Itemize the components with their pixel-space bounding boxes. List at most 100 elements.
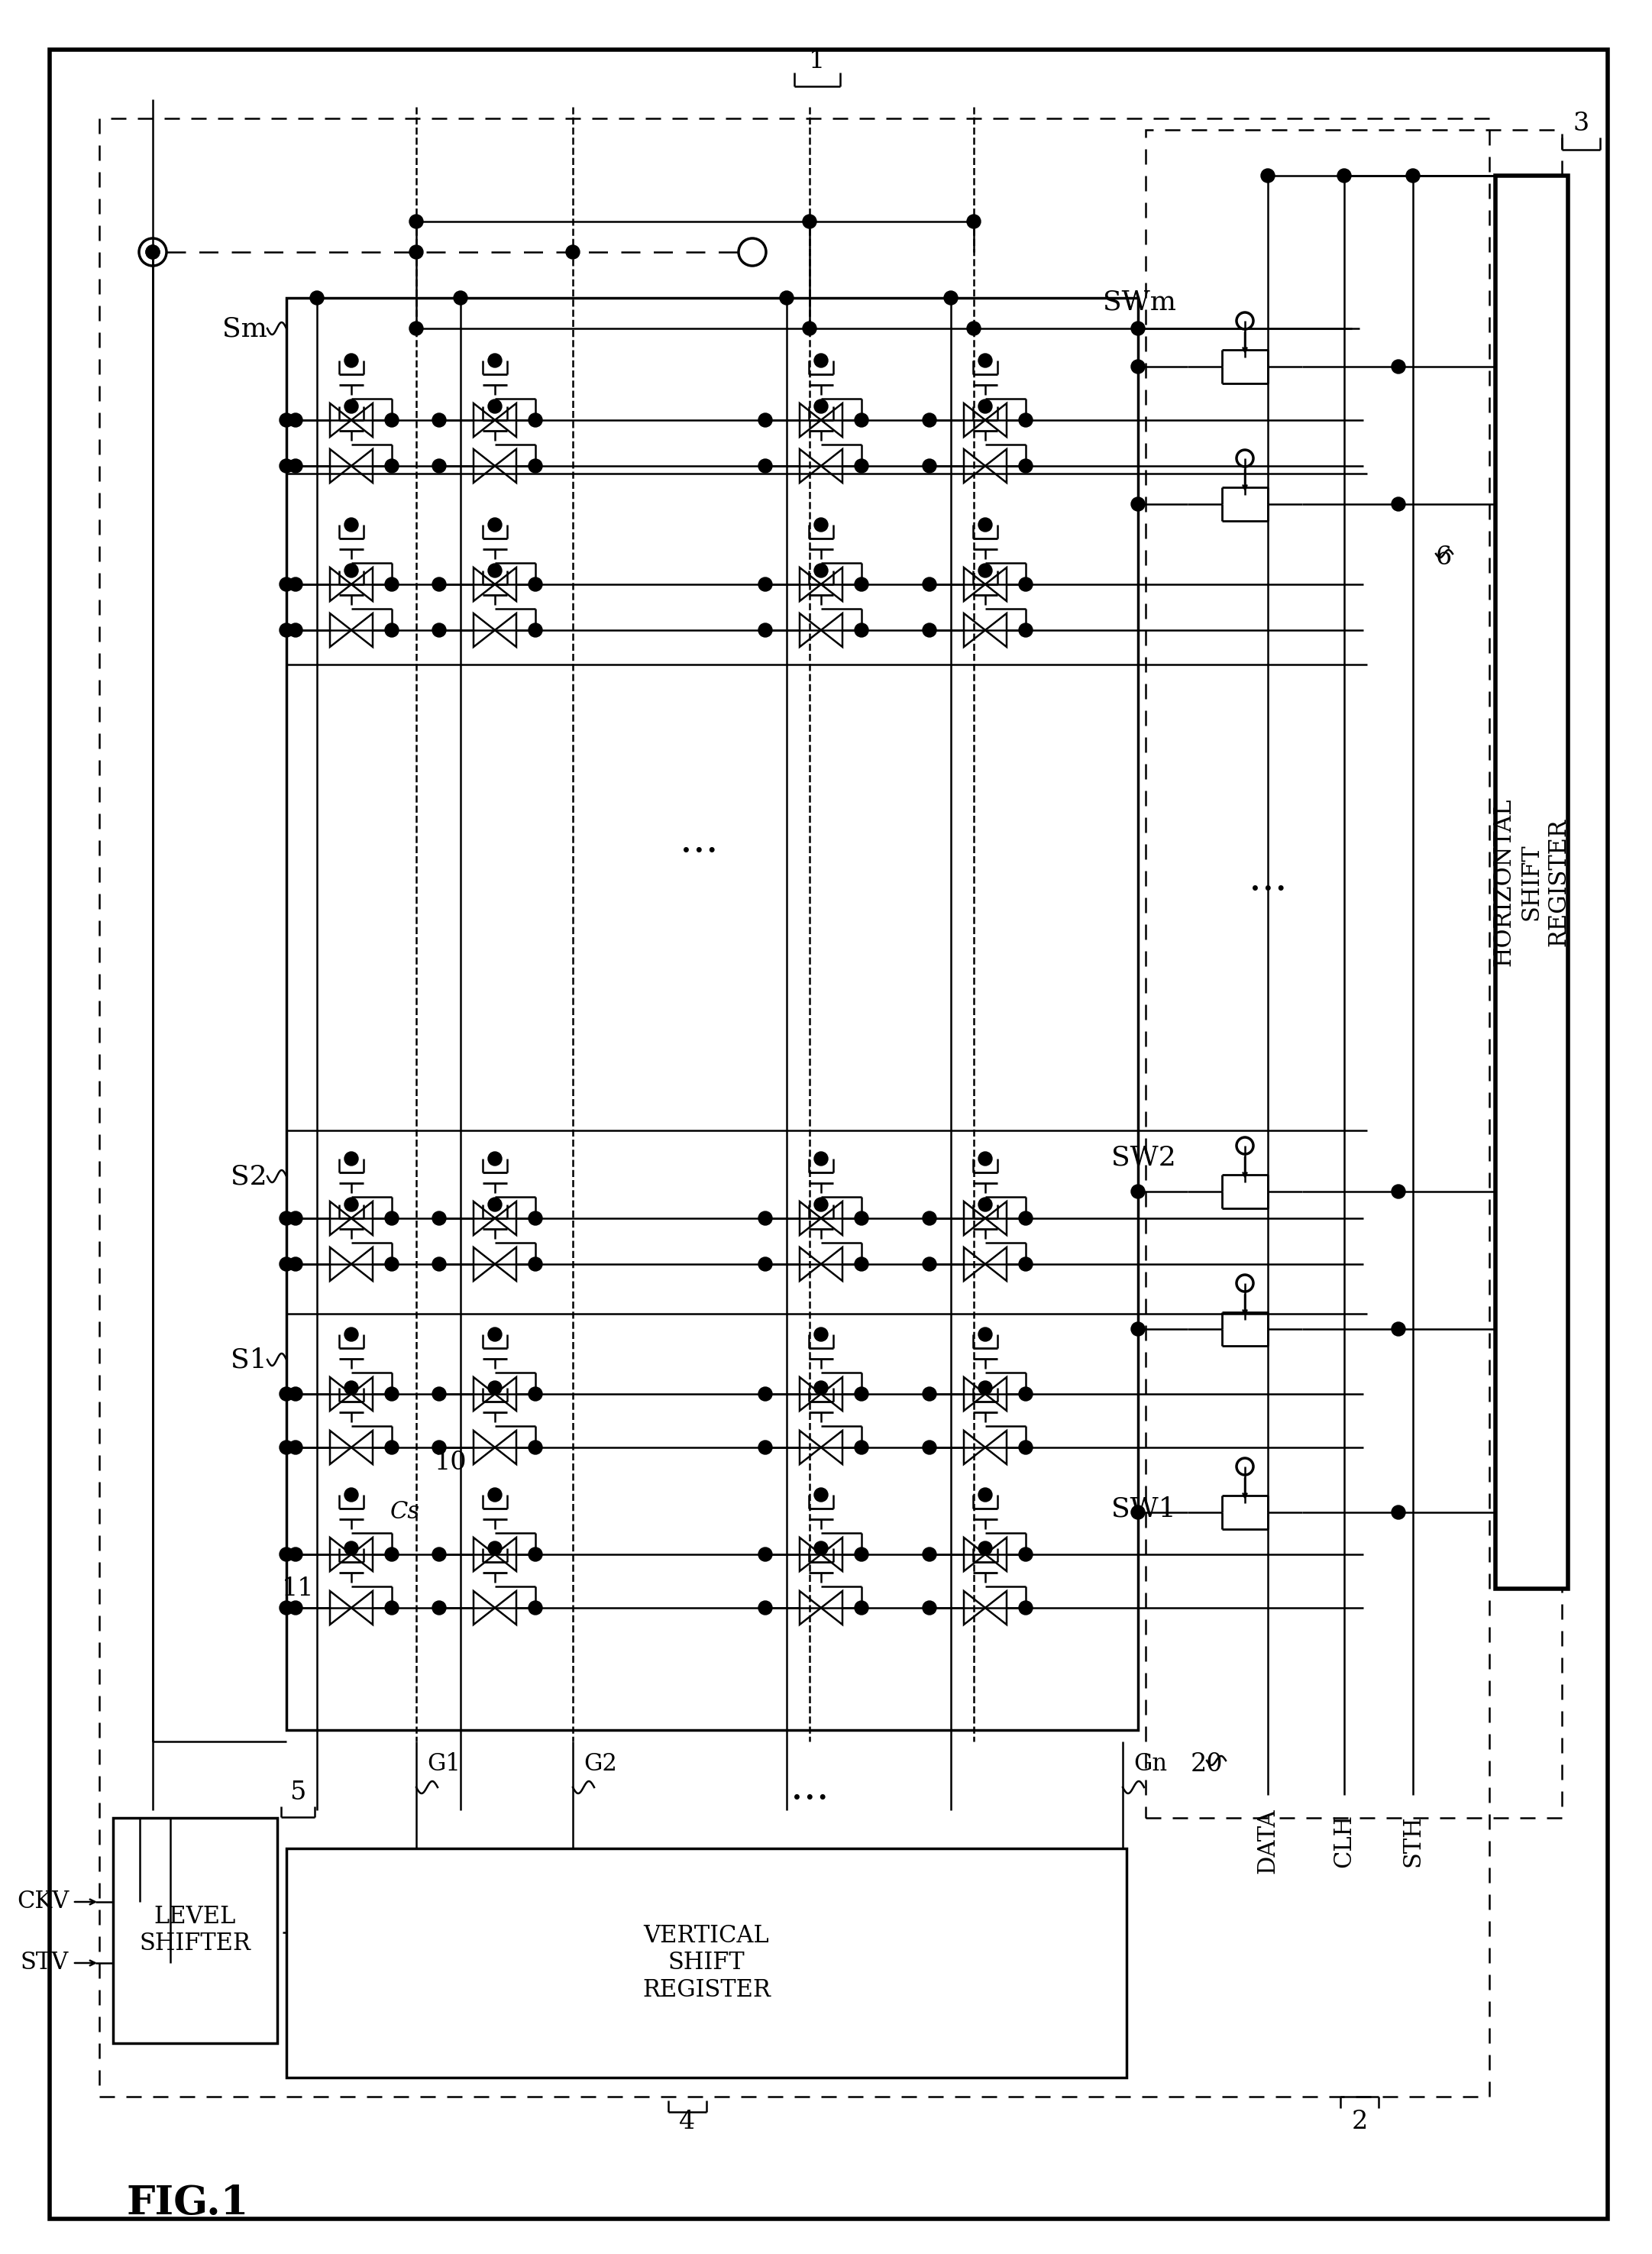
Bar xyxy=(286,1848,1127,2078)
Circle shape xyxy=(854,412,869,426)
Circle shape xyxy=(814,1488,828,1501)
Circle shape xyxy=(1019,1210,1032,1226)
Circle shape xyxy=(1019,460,1032,473)
Circle shape xyxy=(966,214,981,228)
Text: SW1: SW1 xyxy=(1112,1497,1176,1521)
Circle shape xyxy=(978,1382,993,1395)
Circle shape xyxy=(1132,1186,1145,1199)
Circle shape xyxy=(529,1386,542,1400)
Circle shape xyxy=(922,1258,937,1271)
Circle shape xyxy=(803,322,816,336)
Circle shape xyxy=(978,518,993,532)
Circle shape xyxy=(529,577,542,591)
Circle shape xyxy=(922,412,937,426)
Circle shape xyxy=(433,577,446,591)
Text: 3: 3 xyxy=(1573,110,1589,135)
Text: ...: ... xyxy=(1249,859,1287,897)
Text: VERTICAL
SHIFT
REGISTER: VERTICAL SHIFT REGISTER xyxy=(643,1925,770,2002)
Circle shape xyxy=(943,291,958,304)
Circle shape xyxy=(758,1210,771,1226)
Circle shape xyxy=(487,564,502,577)
Circle shape xyxy=(803,214,816,228)
Text: SWm: SWm xyxy=(1104,289,1176,316)
Circle shape xyxy=(289,1600,302,1614)
Text: 4: 4 xyxy=(679,2110,695,2135)
Circle shape xyxy=(758,1386,771,1400)
Circle shape xyxy=(529,1210,542,1226)
Circle shape xyxy=(345,1382,358,1395)
Circle shape xyxy=(1391,1323,1406,1337)
Circle shape xyxy=(814,1382,828,1395)
Text: HORIZONTAL
SHIFT
REGISTER: HORIZONTAL SHIFT REGISTER xyxy=(1492,798,1571,967)
Circle shape xyxy=(487,1197,502,1210)
Circle shape xyxy=(279,1440,294,1454)
Circle shape xyxy=(433,1600,446,1614)
Circle shape xyxy=(978,1542,993,1555)
Circle shape xyxy=(1019,1440,1032,1454)
Circle shape xyxy=(529,412,542,426)
Circle shape xyxy=(758,577,771,591)
Circle shape xyxy=(385,1210,398,1226)
Circle shape xyxy=(279,1600,294,1614)
Bar xyxy=(286,298,1138,1731)
Circle shape xyxy=(289,624,302,638)
Bar xyxy=(1495,176,1568,1589)
Circle shape xyxy=(433,412,446,426)
Circle shape xyxy=(1391,1506,1406,1519)
Circle shape xyxy=(854,460,869,473)
Circle shape xyxy=(1338,169,1351,183)
Circle shape xyxy=(814,1152,828,1165)
Circle shape xyxy=(279,412,294,426)
Circle shape xyxy=(922,460,937,473)
Circle shape xyxy=(529,460,542,473)
Circle shape xyxy=(854,1548,869,1562)
Circle shape xyxy=(1132,1323,1145,1337)
Circle shape xyxy=(385,624,398,638)
Circle shape xyxy=(758,624,771,638)
Circle shape xyxy=(922,1548,937,1562)
Circle shape xyxy=(529,1600,542,1614)
Text: G2: G2 xyxy=(583,1754,616,1776)
Circle shape xyxy=(289,460,302,473)
Circle shape xyxy=(1019,1548,1032,1562)
Circle shape xyxy=(433,1258,446,1271)
Text: S2: S2 xyxy=(231,1163,268,1190)
Circle shape xyxy=(345,1542,358,1555)
Circle shape xyxy=(487,1382,502,1395)
Circle shape xyxy=(345,354,358,367)
Text: 1: 1 xyxy=(809,50,826,74)
Bar xyxy=(1145,131,1561,1819)
Text: S1: S1 xyxy=(231,1346,268,1373)
Text: 5: 5 xyxy=(289,1781,306,1805)
Circle shape xyxy=(487,399,502,412)
Circle shape xyxy=(385,1258,398,1271)
Circle shape xyxy=(758,1258,771,1271)
Circle shape xyxy=(385,577,398,591)
Circle shape xyxy=(529,1258,542,1271)
Circle shape xyxy=(345,564,358,577)
Text: ...: ... xyxy=(679,820,719,859)
Circle shape xyxy=(567,246,580,259)
Circle shape xyxy=(1391,498,1406,512)
Circle shape xyxy=(279,1548,294,1562)
Circle shape xyxy=(1391,1186,1406,1199)
Circle shape xyxy=(345,399,358,412)
Circle shape xyxy=(922,1210,937,1226)
Text: 20: 20 xyxy=(1191,1751,1222,1776)
Circle shape xyxy=(978,1152,993,1165)
Circle shape xyxy=(814,564,828,577)
Circle shape xyxy=(345,1197,358,1210)
Circle shape xyxy=(814,354,828,367)
Circle shape xyxy=(529,624,542,638)
Text: DATA: DATA xyxy=(1256,1808,1280,1873)
Circle shape xyxy=(1406,169,1419,183)
Circle shape xyxy=(854,577,869,591)
Circle shape xyxy=(758,460,771,473)
Circle shape xyxy=(433,624,446,638)
Circle shape xyxy=(922,1440,937,1454)
Circle shape xyxy=(410,214,423,228)
Circle shape xyxy=(1132,322,1145,336)
Text: Cs: Cs xyxy=(390,1501,420,1524)
Text: STV: STV xyxy=(20,1952,69,1975)
Circle shape xyxy=(1019,412,1032,426)
